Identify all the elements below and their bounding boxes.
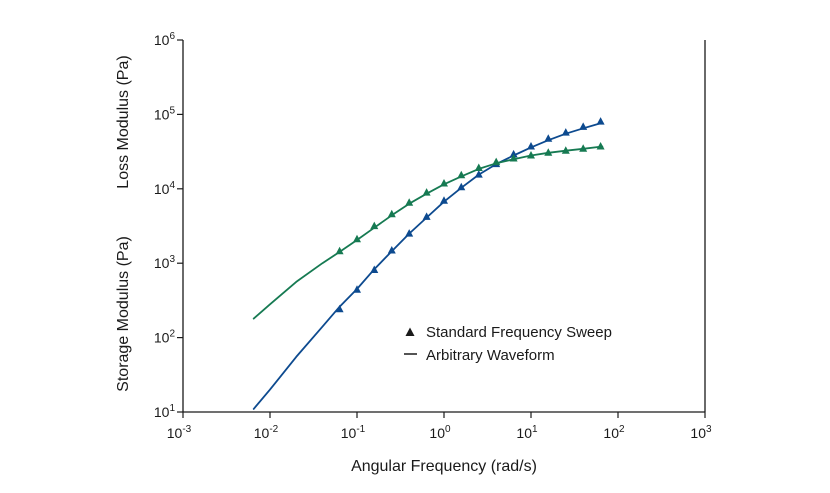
- storage-modulus-marker: [544, 134, 553, 142]
- x-tick-label: 100: [429, 424, 451, 441]
- x-tick-label: 10-1: [341, 424, 366, 441]
- storage-modulus-marker: [509, 149, 518, 158]
- storage-modulus-marker: [387, 246, 396, 254]
- loss-modulus-marker: [492, 157, 501, 166]
- legend-label-standard-sweep: Standard Frequency Sweep: [426, 324, 612, 341]
- storage-modulus-marker: [474, 170, 483, 178]
- y-tick-label: 103: [154, 254, 176, 271]
- y-tick-label: 106: [154, 31, 176, 48]
- series-layer: [252, 117, 605, 410]
- y-axis-ticks: 101 102 103 104 105 106: [154, 31, 183, 420]
- x-axis-title: Angular Frequency (rad/s): [351, 458, 537, 475]
- y-axis-title-storage: Storage Modulus (Pa): [115, 236, 132, 392]
- x-tick-label: 101: [516, 424, 538, 441]
- y-axis-title-loss: Loss Modulus (Pa): [115, 55, 132, 188]
- loss-modulus-marker: [370, 221, 379, 230]
- loss-modulus-marker: [474, 163, 483, 172]
- storage-modulus-marker: [353, 285, 361, 293]
- loss-modulus-marker: [596, 142, 605, 150]
- x-tick-label: 10-3: [167, 424, 192, 441]
- legend-triangle-icon: [405, 327, 415, 336]
- storage-modulus-marker: [457, 182, 466, 191]
- storage-modulus-marker: [596, 117, 605, 125]
- storage-modulus-marker: [527, 142, 535, 150]
- y-tick-label: 104: [154, 180, 176, 197]
- loss-modulus-marker: [561, 146, 570, 154]
- x-tick-label: 103: [690, 424, 712, 441]
- loss-modulus-marker: [579, 144, 588, 152]
- x-tick-label: 102: [603, 424, 625, 441]
- loss-modulus-marker: [440, 178, 448, 187]
- loss-modulus-marker: [544, 148, 553, 156]
- y-tick-label: 105: [154, 105, 176, 122]
- legend-label-arbitrary-waveform: Arbitrary Waveform: [426, 347, 555, 364]
- loss-modulus-marker: [527, 151, 535, 159]
- loss-modulus-line: [252, 145, 604, 320]
- loss-modulus-marker: [457, 170, 466, 179]
- loss-modulus-marker: [353, 234, 361, 243]
- loss-modulus-marker: [387, 209, 396, 218]
- x-axis-ticks: 10-3 10-2 10-1 100 101 102 103: [167, 412, 712, 441]
- y-tick-label: 102: [154, 329, 176, 346]
- storage-modulus-marker: [422, 212, 431, 220]
- x-tick-label: 10-2: [254, 424, 279, 441]
- storage-modulus-marker: [335, 304, 344, 313]
- loss-modulus-marker: [335, 246, 344, 255]
- loss-modulus-marker: [422, 188, 431, 196]
- y-tick-label: 101: [154, 403, 176, 420]
- storage-modulus-marker: [440, 196, 448, 204]
- storage-modulus-marker: [370, 265, 379, 274]
- loss-modulus-marker: [405, 198, 414, 206]
- loss-modulus-marker: [509, 154, 518, 162]
- storage-modulus-marker: [579, 122, 588, 130]
- legend: Standard Frequency Sweep Arbitrary Wavef…: [404, 324, 612, 364]
- storage-modulus-marker: [405, 229, 414, 237]
- storage-modulus-marker: [561, 128, 570, 136]
